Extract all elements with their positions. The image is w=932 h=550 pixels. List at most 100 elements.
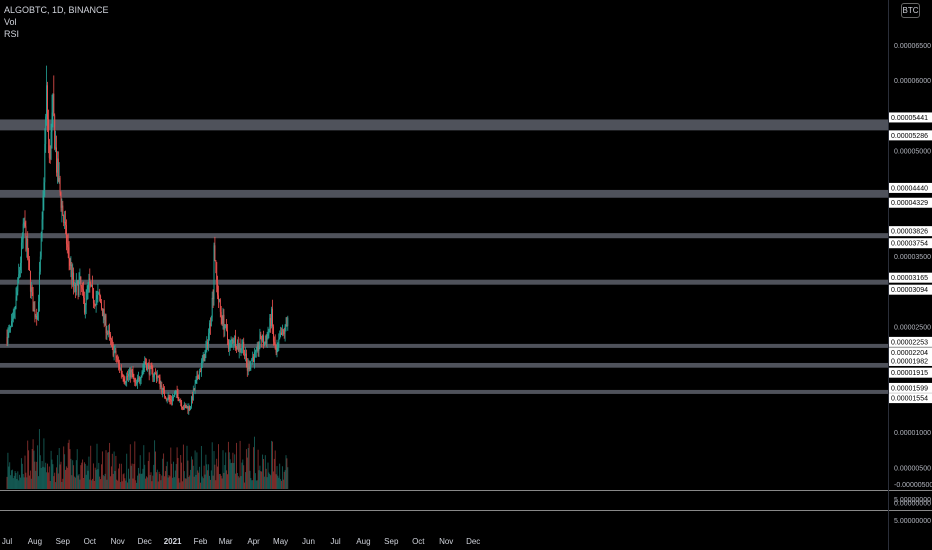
candle-body	[188, 406, 190, 411]
candle-body	[39, 256, 41, 272]
candle-body	[284, 325, 286, 334]
volume-bar	[257, 449, 259, 489]
volume-bar	[255, 480, 257, 489]
volume-bar	[79, 479, 81, 489]
candle-body	[20, 262, 21, 271]
volume-bar	[80, 465, 82, 489]
candle-body	[33, 310, 35, 312]
price-tick-label: 0.00000500	[894, 465, 931, 472]
volume-bar	[177, 457, 179, 489]
rsi-indicator-label[interactable]: RSI	[4, 29, 20, 39]
volume-bar	[266, 477, 268, 489]
candle-body	[8, 329, 10, 332]
candle-body	[283, 330, 285, 334]
candle-body	[73, 272, 75, 286]
volume-bar	[45, 462, 47, 489]
candle-body	[94, 304, 96, 306]
candle-body	[106, 332, 108, 334]
volume-bar	[69, 449, 71, 489]
volume-bar	[199, 466, 201, 489]
candle-body	[274, 342, 276, 350]
candle-body	[241, 346, 243, 349]
volume-bar	[73, 465, 75, 489]
volume-bar	[64, 454, 66, 489]
candle-body	[127, 376, 129, 378]
volume-bar	[143, 445, 145, 489]
price-tick-label: 0.00002500	[894, 325, 931, 332]
time-tick-label: Nov	[439, 537, 453, 546]
volume-bar	[203, 465, 205, 489]
candle-body	[56, 158, 58, 173]
level-band-5[interactable]	[0, 362, 888, 368]
volume-bar	[145, 478, 147, 489]
candle-body	[113, 351, 115, 356]
volume-bar	[128, 478, 130, 489]
volume-indicator-label[interactable]: Vol	[4, 17, 17, 27]
candle-body	[55, 147, 57, 149]
candle-body	[37, 312, 39, 320]
volume-bar	[23, 477, 25, 489]
level-price-box	[889, 112, 932, 123]
candle-body	[254, 351, 256, 353]
volume-bar	[83, 477, 84, 489]
level-band-3[interactable]	[0, 279, 888, 285]
candle-body	[173, 394, 175, 398]
volume-bar	[51, 459, 53, 489]
candle-body	[227, 339, 229, 349]
candle-body	[281, 332, 282, 335]
level-price-label: 0.00002204	[891, 350, 928, 357]
volume-bar	[113, 451, 115, 489]
volume-bar	[273, 458, 275, 489]
volume-bar	[137, 475, 138, 489]
volume-bar	[6, 476, 8, 489]
candle-body	[211, 297, 213, 318]
candle-body	[167, 396, 169, 400]
volume-bar	[254, 436, 255, 489]
volume-bar	[196, 452, 198, 489]
volume-bar	[245, 449, 247, 489]
volume-bar	[211, 442, 213, 489]
candle-body	[251, 358, 253, 361]
level-band-4[interactable]	[0, 343, 888, 348]
candle-body	[138, 377, 140, 381]
volume-bar	[246, 457, 248, 489]
volume-bar	[206, 464, 208, 489]
candle-body	[77, 281, 79, 296]
candle-body	[221, 316, 223, 324]
candle-body	[98, 293, 100, 295]
volume-bar	[232, 452, 234, 489]
candle-body	[271, 308, 273, 327]
candle-body	[117, 359, 119, 361]
volume-bar	[140, 473, 142, 489]
volume-bar	[58, 447, 60, 489]
volume-bar	[138, 473, 140, 489]
volume-bar	[198, 472, 200, 489]
volume-bar	[165, 466, 167, 489]
volume-bar	[95, 469, 97, 489]
candle-body	[92, 285, 93, 289]
time-tick-label: 2021	[164, 537, 182, 546]
candle-body	[120, 368, 122, 374]
volume-bar	[83, 462, 85, 489]
currency-badge[interactable]: BTC	[901, 3, 920, 18]
volume-bar	[11, 470, 12, 489]
level-band-6[interactable]	[0, 389, 888, 394]
level-band-2[interactable]	[0, 233, 888, 239]
volume-bar	[223, 472, 225, 489]
volume-bar	[108, 452, 110, 489]
volume-bar	[162, 458, 164, 489]
level-band-1[interactable]	[0, 189, 888, 198]
volume-bar	[268, 472, 270, 489]
volume-bar	[49, 480, 51, 489]
volume-bar	[200, 482, 201, 489]
candle-body	[28, 258, 30, 260]
level-price-box	[889, 382, 932, 393]
candle-body	[197, 375, 199, 378]
volume-bar	[36, 461, 38, 489]
level-band-0[interactable]	[0, 119, 888, 131]
volume-bar	[112, 473, 114, 489]
candle-body	[63, 215, 65, 223]
volume-bar	[63, 446, 65, 489]
candle-body	[256, 345, 258, 349]
